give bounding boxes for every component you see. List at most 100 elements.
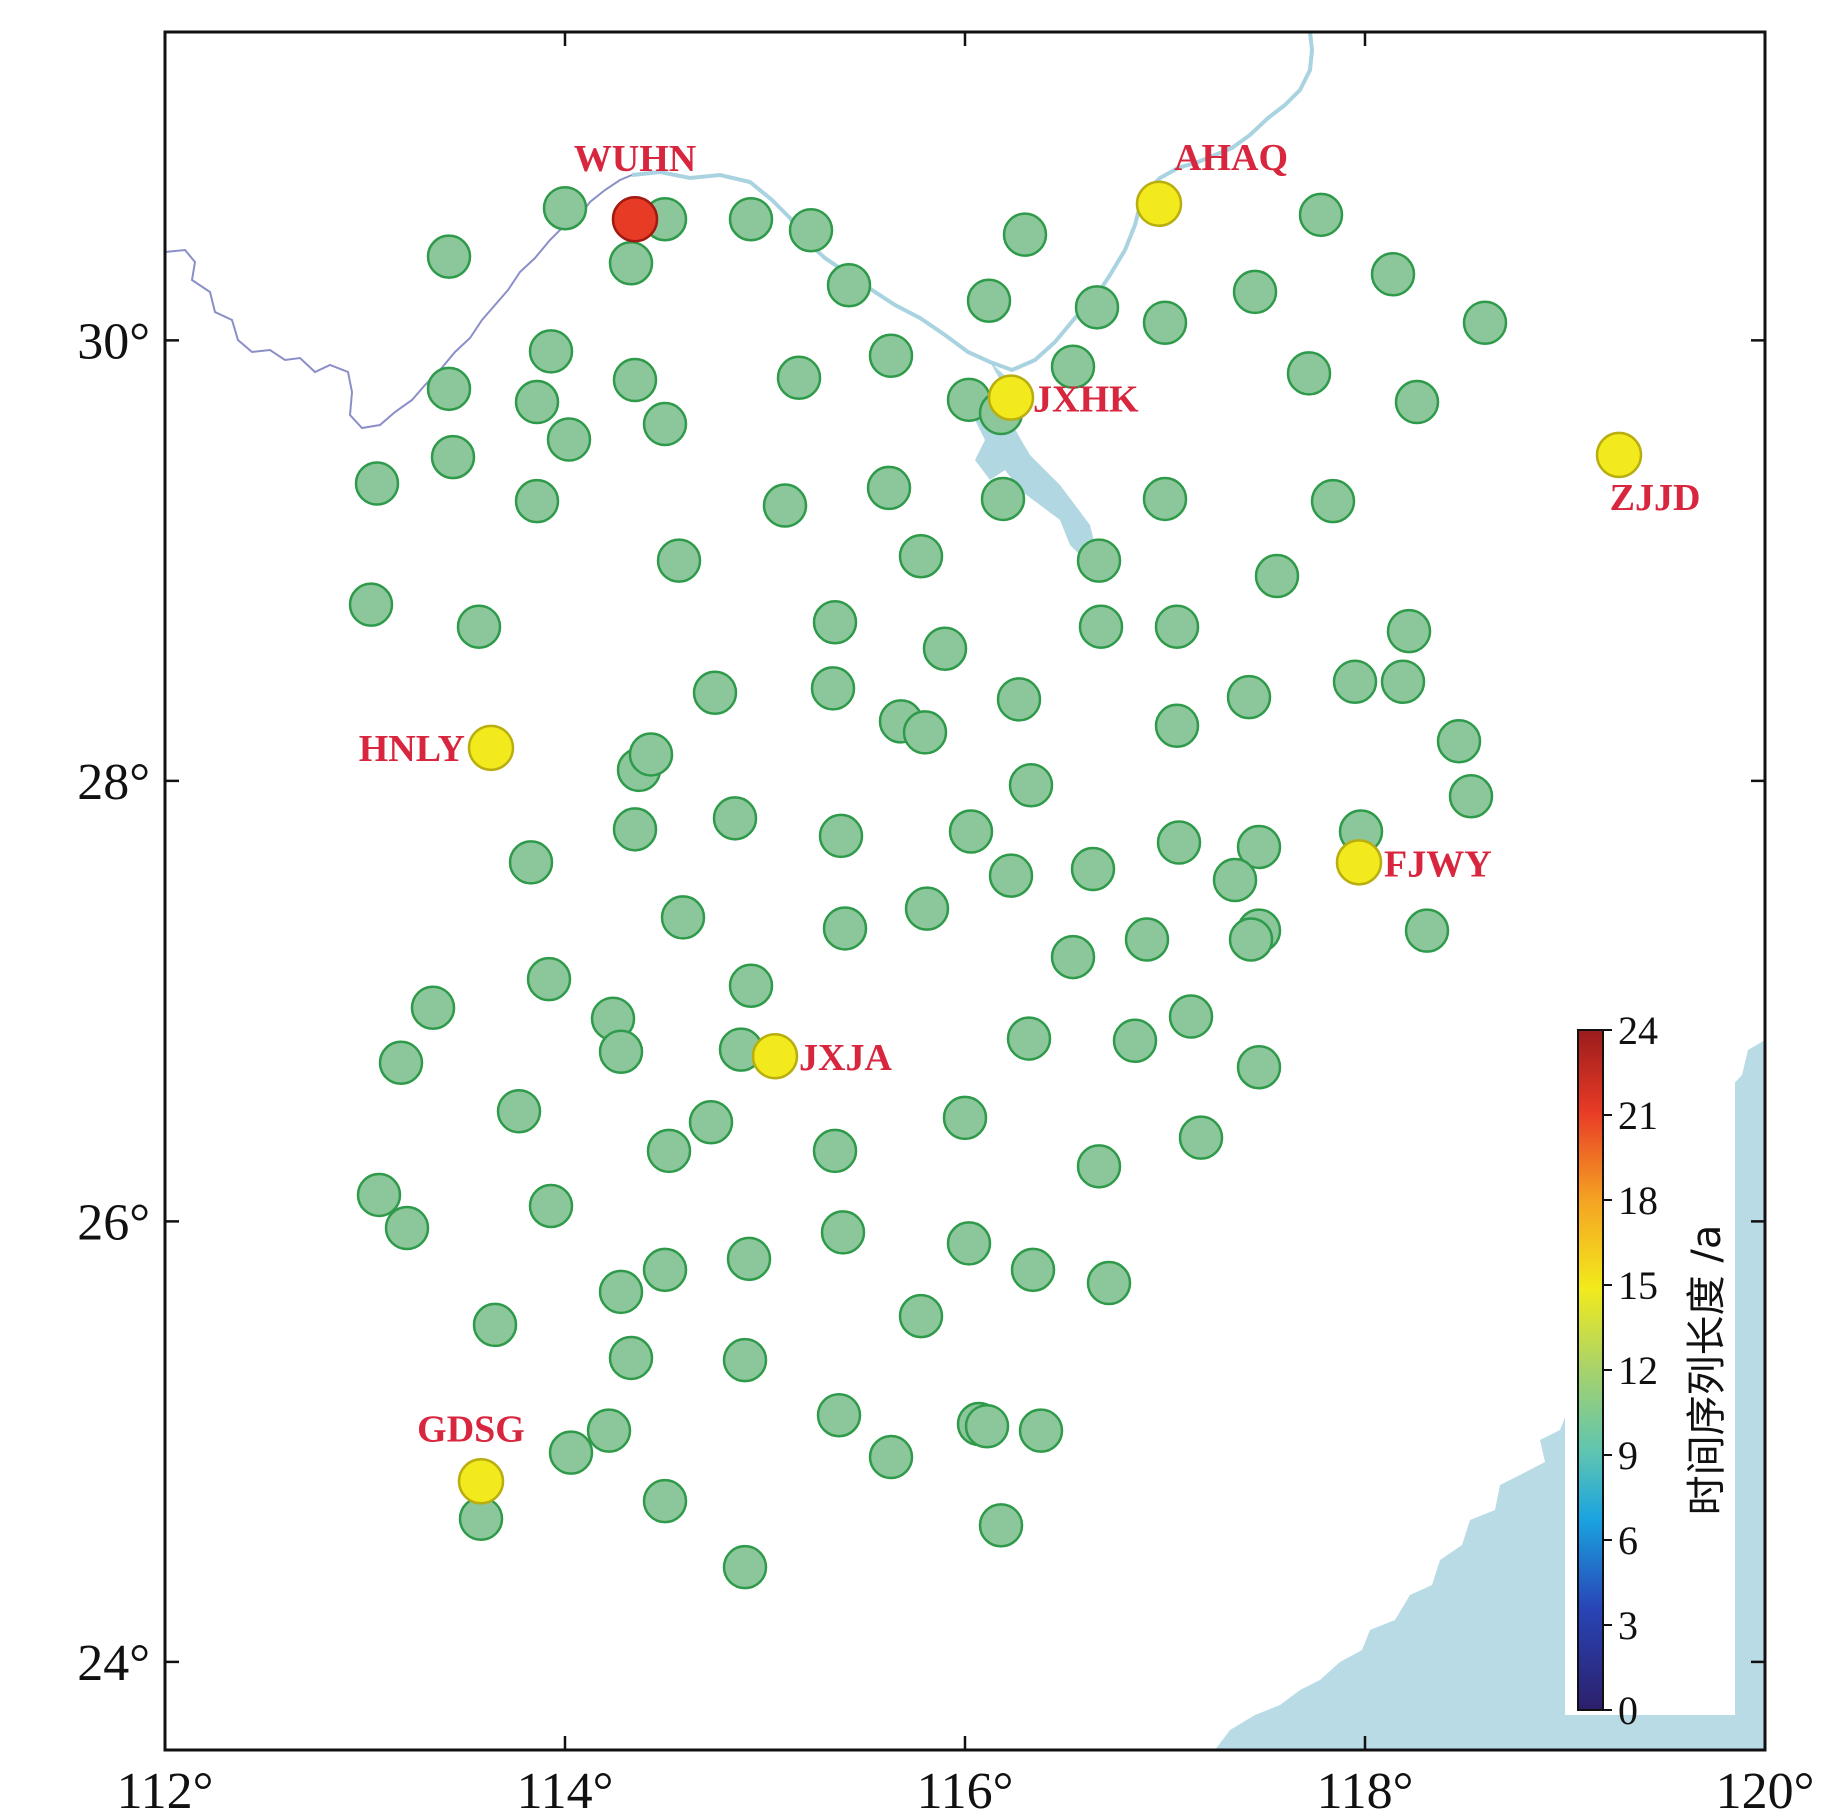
x-tick-label: 120° bbox=[1716, 1763, 1815, 1819]
station-marker bbox=[1236, 1044, 1282, 1090]
station-marker bbox=[812, 1128, 858, 1174]
station-marker bbox=[948, 809, 994, 854]
station-marker bbox=[826, 263, 872, 308]
station-label-gdsg: GDSG bbox=[417, 1408, 525, 1450]
station-marker bbox=[1236, 824, 1282, 870]
station-marker bbox=[688, 1100, 734, 1145]
station-marker bbox=[1168, 994, 1214, 1039]
station-marker bbox=[526, 956, 572, 1002]
station-marker bbox=[810, 666, 856, 711]
station-marker bbox=[726, 1236, 772, 1282]
station-marker-wuhn bbox=[611, 195, 659, 243]
x-tick-label: 114° bbox=[517, 1763, 614, 1819]
station-marker bbox=[942, 1095, 988, 1141]
station-marker bbox=[1436, 718, 1482, 764]
station-marker bbox=[820, 1210, 866, 1255]
station-marker bbox=[922, 626, 968, 671]
station-marker bbox=[430, 434, 476, 480]
colorbar-tick-label: 9 bbox=[1618, 1433, 1638, 1478]
station-marker bbox=[514, 379, 560, 425]
station-label-fjwy: FJWY bbox=[1384, 843, 1492, 885]
station-marker bbox=[378, 1040, 424, 1086]
station-marker bbox=[354, 461, 400, 506]
station-marker bbox=[964, 1403, 1010, 1449]
station-label-hnly: HNLY bbox=[359, 728, 465, 770]
station-marker bbox=[1050, 934, 1096, 980]
station-marker-gdsg bbox=[457, 1458, 505, 1505]
station-marker bbox=[1298, 192, 1344, 238]
station-marker bbox=[978, 1503, 1024, 1548]
station-marker bbox=[1212, 857, 1258, 903]
station-marker bbox=[608, 1335, 654, 1381]
station-marker bbox=[1380, 659, 1426, 705]
station-marker bbox=[904, 886, 950, 931]
station-marker bbox=[1228, 917, 1274, 962]
y-tick-label: 28° bbox=[77, 754, 150, 811]
station-marker bbox=[1086, 1260, 1132, 1306]
colorbar-tick-label: 24 bbox=[1618, 1008, 1658, 1053]
station-marker bbox=[1462, 300, 1508, 345]
colorbar-tick-label: 3 bbox=[1618, 1603, 1638, 1648]
colorbar-tick-label: 12 bbox=[1618, 1348, 1658, 1393]
station-marker bbox=[612, 357, 658, 403]
station-marker bbox=[946, 1221, 992, 1266]
y-tick-label: 24° bbox=[77, 1635, 150, 1692]
station-marker bbox=[348, 582, 394, 627]
station-marker bbox=[1124, 917, 1170, 962]
x-tick-label: 118° bbox=[1317, 1763, 1414, 1819]
y-tick-label: 30° bbox=[77, 313, 150, 370]
station-marker bbox=[1370, 252, 1416, 297]
station-marker bbox=[1006, 1016, 1052, 1061]
station-marker bbox=[1112, 1018, 1158, 1064]
station-marker bbox=[1076, 1144, 1122, 1189]
station-marker bbox=[1078, 604, 1124, 649]
labeled-station-layer: WUHN AHAQ JXHK ZJJD HNLY FJWY JXJA GDSG bbox=[359, 137, 1701, 1505]
colorbar-tick-label: 21 bbox=[1618, 1093, 1658, 1138]
station-marker bbox=[628, 732, 674, 777]
station-marker-fjwy bbox=[1335, 839, 1383, 886]
station-marker bbox=[788, 207, 834, 253]
station-marker bbox=[1142, 300, 1188, 345]
x-tick-label: 112° bbox=[117, 1763, 214, 1819]
station-marker bbox=[528, 329, 574, 374]
station-marker bbox=[692, 670, 738, 716]
station-marker bbox=[472, 1302, 518, 1348]
station-marker bbox=[384, 1205, 430, 1251]
station-marker bbox=[1002, 212, 1048, 257]
station-marker bbox=[812, 600, 858, 645]
station-label-jxhk: JXHK bbox=[1033, 379, 1139, 421]
station-marker bbox=[646, 1128, 692, 1174]
station-marker bbox=[776, 355, 822, 401]
station-marker bbox=[1332, 659, 1378, 705]
station-marker bbox=[1050, 344, 1096, 390]
station-marker bbox=[608, 241, 654, 286]
station-marker bbox=[1310, 478, 1356, 524]
station-marker bbox=[546, 417, 592, 462]
station-marker bbox=[966, 278, 1012, 323]
colorbar-tick-label: 18 bbox=[1618, 1178, 1658, 1223]
station-marker bbox=[456, 604, 502, 649]
station-marker bbox=[898, 1293, 944, 1339]
station-marker bbox=[548, 1430, 594, 1475]
station-marker bbox=[642, 1478, 688, 1524]
station-marker bbox=[1142, 476, 1188, 522]
station-marker bbox=[868, 1434, 914, 1480]
station-marker bbox=[1232, 269, 1278, 315]
station-marker bbox=[1404, 908, 1450, 953]
station-marker bbox=[612, 807, 658, 852]
y-tick-label: 26° bbox=[77, 1194, 150, 1251]
station-marker bbox=[1010, 1247, 1056, 1293]
station-marker bbox=[818, 813, 864, 859]
station-marker bbox=[1074, 285, 1120, 330]
station-marker bbox=[722, 1337, 768, 1383]
station-marker bbox=[656, 538, 702, 583]
station-marker bbox=[822, 906, 868, 951]
station-marker bbox=[816, 1392, 862, 1438]
station-marker bbox=[542, 185, 588, 231]
station-label-ahaq: AHAQ bbox=[1174, 137, 1288, 179]
colorbar-title: 时间序列长度 /a bbox=[1684, 1225, 1730, 1516]
station-marker bbox=[426, 234, 472, 279]
station-label-zjjd: ZJJD bbox=[1610, 477, 1701, 519]
station-marker bbox=[514, 478, 560, 524]
